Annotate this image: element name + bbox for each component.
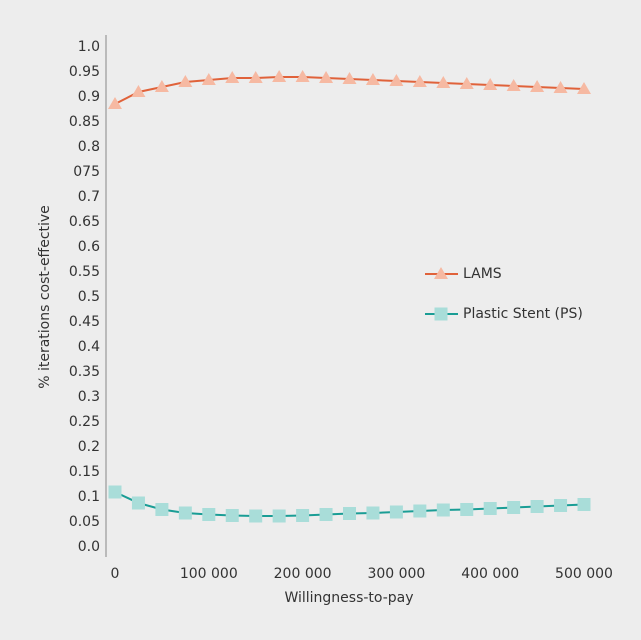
marker — [248, 71, 263, 83]
marker — [507, 501, 521, 514]
marker — [154, 80, 169, 92]
y-tick-label: 0.45 — [69, 314, 100, 330]
marker — [225, 71, 240, 83]
y-tick-label: 0.7 — [78, 189, 100, 205]
marker — [225, 509, 239, 522]
y-tick-label: 1.0 — [78, 39, 100, 55]
y-tick-label: 0.95 — [69, 64, 100, 80]
marker — [296, 509, 310, 522]
marker — [343, 507, 356, 520]
x-tick-label: 100 000 — [180, 566, 238, 582]
y-tick-label: 0.9 — [78, 89, 100, 105]
marker — [249, 509, 263, 523]
y-tick-label: 0.3 — [78, 389, 100, 405]
marker — [483, 78, 498, 90]
marker — [365, 73, 380, 85]
y-tick-label: 0.2 — [78, 439, 100, 455]
y-tick-label: 0.15 — [69, 464, 100, 480]
y-tick-label: 0.05 — [69, 514, 100, 530]
marker — [178, 75, 193, 87]
marker — [366, 506, 380, 520]
y-tick-label: 0.4 — [78, 339, 100, 355]
marker — [577, 82, 591, 94]
marker — [389, 74, 404, 86]
marker — [436, 503, 450, 517]
marker — [436, 76, 451, 88]
y-axis-title: % iterations cost-effective — [37, 205, 53, 389]
legend-marker — [434, 307, 448, 321]
marker — [530, 80, 545, 92]
legend-label: LAMS — [463, 266, 502, 282]
y-tick-label: 075 — [73, 164, 100, 180]
y-tick-label: 0.8 — [78, 139, 100, 155]
marker — [319, 508, 333, 521]
marker — [554, 499, 568, 512]
y-tick-label: 0.65 — [69, 214, 100, 230]
marker — [272, 509, 286, 523]
marker — [483, 502, 497, 515]
x-axis-title: Willingness-to-pay — [284, 590, 413, 606]
marker — [413, 504, 427, 518]
marker — [202, 508, 216, 521]
marker — [460, 503, 474, 516]
x-tick-label: 500 000 — [555, 566, 613, 582]
x-tick-label: 200 000 — [274, 566, 332, 582]
marker — [155, 503, 169, 516]
marker — [530, 500, 544, 513]
y-tick-label: 0.85 — [69, 114, 100, 130]
marker — [319, 71, 334, 83]
y-tick-label: 0.25 — [69, 414, 100, 430]
marker — [459, 77, 474, 89]
marker — [342, 72, 357, 84]
x-tick-label: 0 — [111, 566, 120, 582]
y-tick-label: 0.1 — [78, 489, 100, 505]
marker — [131, 85, 146, 97]
marker — [506, 79, 521, 91]
marker — [389, 505, 403, 519]
marker — [272, 70, 287, 82]
marker — [577, 498, 591, 511]
legend-marker — [434, 267, 448, 279]
y-tick-label: 0.0 — [78, 539, 100, 555]
marker — [295, 70, 310, 82]
marker — [131, 496, 145, 510]
marker — [412, 75, 427, 87]
legend-label: Plastic Stent (PS) — [463, 306, 583, 322]
y-tick-label: 0.5 — [78, 289, 100, 305]
y-tick-label: 0.6 — [78, 239, 100, 255]
marker — [553, 81, 568, 93]
marker — [108, 485, 122, 499]
y-tick-label: 0.55 — [69, 264, 100, 280]
marker — [108, 97, 122, 109]
y-tick-label: 0.35 — [69, 364, 100, 380]
x-tick-label: 400 000 — [461, 566, 519, 582]
marker — [178, 506, 192, 520]
marker — [201, 73, 216, 85]
x-tick-label: 300 000 — [367, 566, 425, 582]
